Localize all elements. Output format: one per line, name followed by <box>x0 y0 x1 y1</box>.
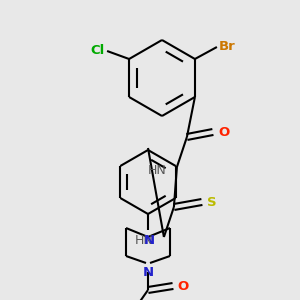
Text: O: O <box>218 125 229 139</box>
Text: O: O <box>177 280 188 292</box>
Text: Cl: Cl <box>91 44 105 58</box>
Text: S: S <box>207 196 217 208</box>
Text: N: N <box>142 266 154 279</box>
Text: Br: Br <box>219 40 236 53</box>
Text: N: N <box>143 234 155 247</box>
Text: HN: HN <box>135 233 154 247</box>
Text: HN: HN <box>148 164 167 176</box>
